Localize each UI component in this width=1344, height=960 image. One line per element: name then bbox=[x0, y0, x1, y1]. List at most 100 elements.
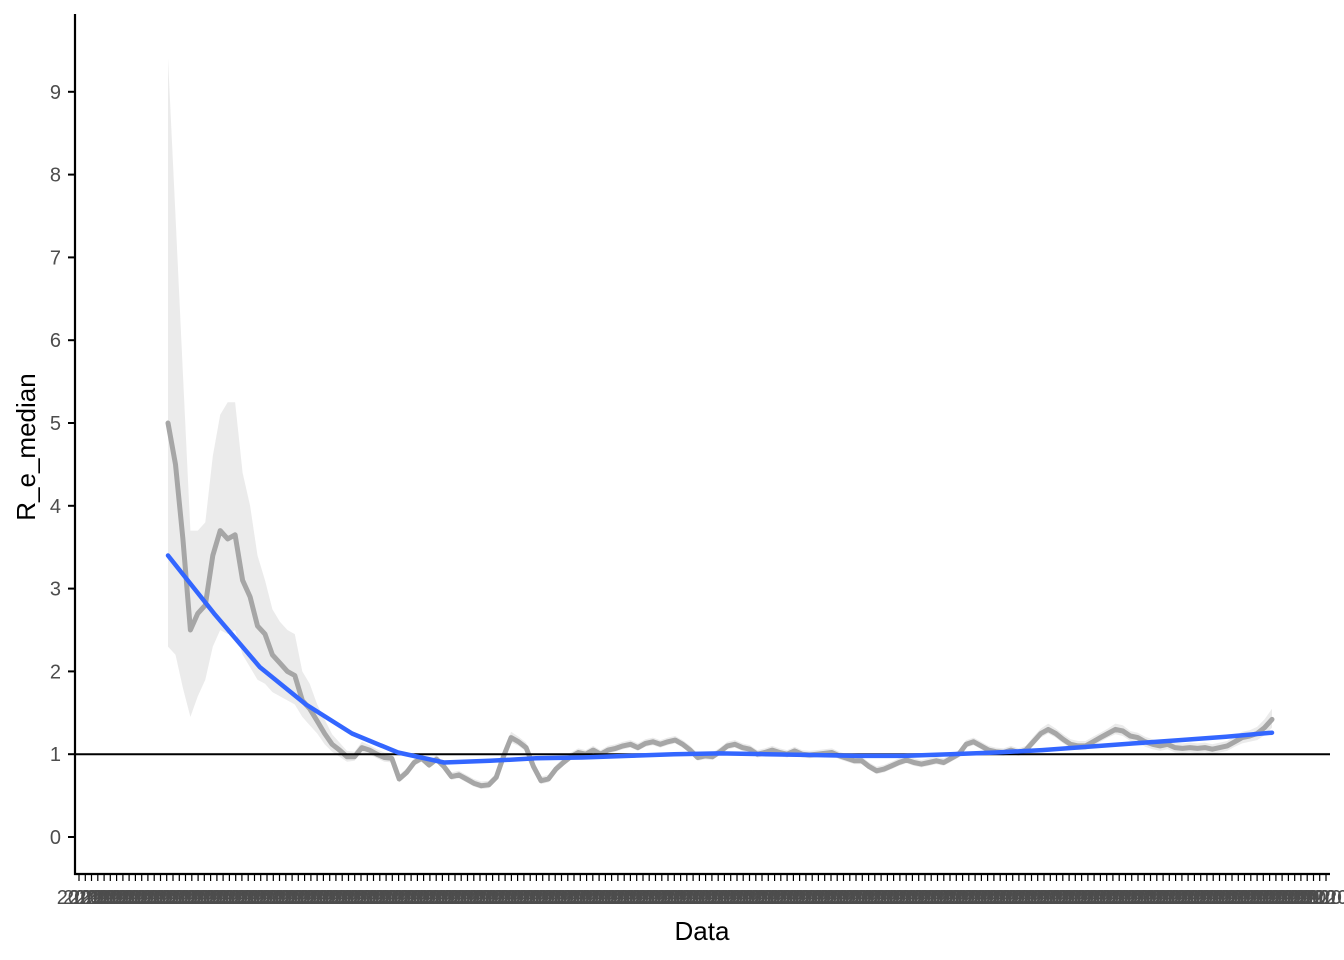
x-tick-label: 2020 bbox=[1285, 887, 1330, 909]
x-tick-label: 2020 bbox=[383, 887, 428, 909]
x-tick-label: 2020 bbox=[1041, 887, 1086, 909]
x-tick-label: 2020 bbox=[621, 887, 666, 909]
x-tick-label: 2020 bbox=[477, 887, 522, 909]
x-tick-label: 2020 bbox=[1247, 887, 1292, 909]
x-tick-label: 2020 bbox=[163, 887, 208, 909]
x-tick-label: 2020 bbox=[1304, 887, 1344, 909]
x-tick-label: 2020 bbox=[1210, 887, 1255, 909]
x-tick-label: 2020 bbox=[922, 887, 967, 909]
x-tick-label: 2020 bbox=[1034, 887, 1079, 909]
x-tick-label: 2020 bbox=[138, 887, 183, 909]
x-tick-label: 2020 bbox=[721, 887, 766, 909]
x-tick-label: 2020 bbox=[978, 887, 1023, 909]
x-tick-label: 2020 bbox=[909, 887, 954, 909]
x-tick-label: 2020 bbox=[633, 887, 678, 909]
x-tick-label: 2020 bbox=[740, 887, 785, 909]
x-tick-label: 2020 bbox=[702, 887, 747, 909]
x-tick-label: 2020 bbox=[865, 887, 910, 909]
x-tick-label: 2020 bbox=[458, 887, 503, 909]
x-tick-label: 2020 bbox=[514, 887, 559, 909]
x-tick-label: 2020 bbox=[840, 887, 885, 909]
x-tick-label: 2020 bbox=[727, 887, 772, 909]
x-tick-label: 2020 bbox=[752, 887, 797, 909]
x-tick-label: 2020 bbox=[395, 887, 440, 909]
x-tick-label: 2020 bbox=[734, 887, 779, 909]
x-tick-label: 2020 bbox=[307, 887, 352, 909]
y-tick-label: 0 bbox=[50, 827, 61, 849]
x-tick-label: 2020 bbox=[765, 887, 810, 909]
x-tick-label: 2020 bbox=[502, 887, 547, 909]
x-tick-label: 2020 bbox=[257, 887, 302, 909]
x-tick-label: 2020 bbox=[433, 887, 478, 909]
x-tick-label: 2020 bbox=[903, 887, 948, 909]
x-tick-label: 2020 bbox=[602, 887, 647, 909]
x-tick-label: 2020 bbox=[853, 887, 898, 909]
x-tick-label: 2020 bbox=[1222, 887, 1267, 909]
x-tick-label: 2020 bbox=[596, 887, 641, 909]
x-tick-label: 2020 bbox=[495, 887, 540, 909]
x-tick-label: 2020 bbox=[151, 887, 196, 909]
x-tick-label: 2020 bbox=[646, 887, 691, 909]
x-tick-label: 2020 bbox=[990, 887, 1035, 909]
x-tick-label: 2020 bbox=[508, 887, 553, 909]
x-tick-label: 2020 bbox=[464, 887, 509, 909]
x-tick-label: 2020 bbox=[527, 887, 572, 909]
x-tick-label: 2020 bbox=[358, 887, 403, 909]
x-tick-label: 2020 bbox=[1103, 887, 1148, 909]
x-tick-label: 2020 bbox=[1266, 887, 1311, 909]
x-tick-label: 2020 bbox=[69, 887, 114, 909]
x-tick-label: 2020 bbox=[57, 887, 102, 909]
y-tick-label: 2 bbox=[50, 661, 61, 683]
x-tick-label: 2020 bbox=[426, 887, 471, 909]
x-tick-label: 2020 bbox=[1078, 887, 1123, 909]
ribbon-layer bbox=[168, 58, 1272, 789]
x-tick-label: 2020 bbox=[408, 887, 453, 909]
x-tick-label: 2020 bbox=[1229, 887, 1274, 909]
x-tick-label: 2020 bbox=[759, 887, 804, 909]
x-tick-label: 2020 bbox=[984, 887, 1029, 909]
x-tick-label: 2020 bbox=[339, 887, 384, 909]
x-tick-label: 2020 bbox=[708, 887, 753, 909]
x-tick-label: 2020 bbox=[107, 887, 152, 909]
x-tick-label: 2020 bbox=[859, 887, 904, 909]
x-tick-label: 2020 bbox=[376, 887, 421, 909]
x-tick-label: 2020 bbox=[282, 887, 327, 909]
x-tick-label: 2020 bbox=[1015, 887, 1060, 909]
x-tick-label: 2020 bbox=[483, 887, 528, 909]
x-tick-label: 2020 bbox=[1059, 887, 1104, 909]
x-tick-label: 2020 bbox=[63, 887, 108, 909]
x-tick-label: 2020 bbox=[652, 887, 697, 909]
smooth-line bbox=[165, 553, 1275, 765]
x-tick-label: 2020 bbox=[671, 887, 716, 909]
x-tick-label: 2020 bbox=[997, 887, 1042, 909]
x-tick-label: 2020 bbox=[370, 887, 415, 909]
x-tick-label: 2020 bbox=[871, 887, 916, 909]
x-tick-label: 2020 bbox=[170, 887, 215, 909]
x-tick-label: 2020 bbox=[1279, 887, 1324, 909]
x-tick-label: 2020 bbox=[539, 887, 584, 909]
y-tick-label: 9 bbox=[50, 82, 61, 104]
x-tick-label: 2020 bbox=[1153, 887, 1198, 909]
x-tick-label: 2020 bbox=[1235, 887, 1280, 909]
y-tick-label: 4 bbox=[50, 496, 61, 518]
x-tick-label: 2020 bbox=[965, 887, 1010, 909]
x-tick-label: 2020 bbox=[1028, 887, 1073, 909]
x-tick-label: 2020 bbox=[1178, 887, 1223, 909]
x-tick-label: 2020 bbox=[144, 887, 189, 909]
x-tick-label: 2020 bbox=[608, 887, 653, 909]
x-tick-label: 2020 bbox=[940, 887, 985, 909]
x-tick-label: 2020 bbox=[777, 887, 822, 909]
x-tick-label: 2020 bbox=[389, 887, 434, 909]
x-tick-label: 2020 bbox=[1066, 887, 1111, 909]
x-tick-label: 2020 bbox=[1128, 887, 1173, 909]
x-tick-label: 2020 bbox=[1009, 887, 1054, 909]
x-tick-label: 2020 bbox=[934, 887, 979, 909]
x-tick-label: 2020 bbox=[1084, 887, 1129, 909]
x-tick-label: 2020 bbox=[1166, 887, 1211, 909]
x-tick-label: 2020 bbox=[690, 887, 735, 909]
smooth-layer bbox=[165, 553, 1275, 765]
x-tick-label: 2020 bbox=[201, 887, 246, 909]
x-tick-label: 2020 bbox=[683, 887, 728, 909]
x-tick-label: 2020 bbox=[445, 887, 490, 909]
x-tick-label: 2020 bbox=[470, 887, 515, 909]
